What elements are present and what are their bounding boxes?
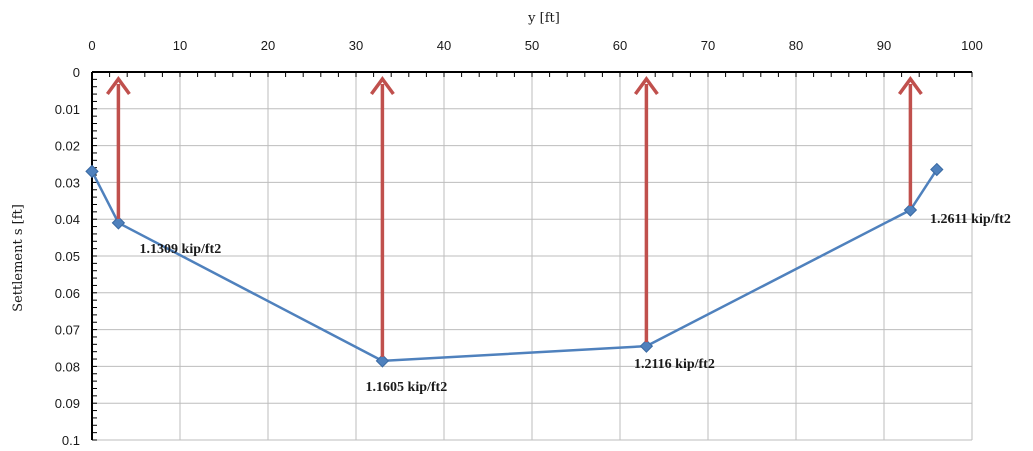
arrow-head xyxy=(105,76,131,96)
annotation-label: 1.2611 kip/ft2 xyxy=(930,212,1011,227)
annotation-label: 1.1605 kip/ft2 xyxy=(366,380,448,395)
y-tick-label: 0.08 xyxy=(55,359,80,374)
load-arrows xyxy=(105,76,923,357)
data-point-marker xyxy=(375,354,390,368)
x-axis-title: y [ft] xyxy=(527,11,560,26)
data-point-marker xyxy=(930,162,944,177)
x-tick-label: 50 xyxy=(525,38,539,53)
arrow-head xyxy=(369,76,395,96)
y-axis-title: Settlement s [ft] xyxy=(11,204,26,312)
data-point-marker xyxy=(639,339,654,353)
annotation-labels: 1.1309 kip/ft2 1.1605 kip/ft2 1.2116 kip/f… xyxy=(140,212,1011,395)
y-tick-label: 0.07 xyxy=(55,323,80,338)
y-tick-label: 0.09 xyxy=(55,396,80,411)
x-tick-label: 60 xyxy=(613,38,627,53)
x-tick-label: 20 xyxy=(261,38,275,53)
y-tick-label: 0.04 xyxy=(55,212,80,227)
x-tick-label: 80 xyxy=(789,38,803,53)
x-tick-labels: 0 10 20 30 40 50 60 70 80 90 100 xyxy=(88,38,982,53)
grid xyxy=(91,71,973,441)
x-tick-label: 10 xyxy=(173,38,187,53)
x-tick-label: 90 xyxy=(877,38,891,53)
x-tick-label: 30 xyxy=(349,38,363,53)
series-settlement xyxy=(85,162,944,368)
y-tick-label: 0 xyxy=(73,65,80,80)
arrow-head xyxy=(633,76,659,96)
data-point-marker xyxy=(85,164,99,179)
x-tick-label: 40 xyxy=(437,38,451,53)
y-tick-labels: 0 0.01 0.02 0.03 0.04 0.05 0.06 0.07 0.08 0.09 0.1 xyxy=(55,65,80,448)
arrow-head xyxy=(897,76,923,96)
annotation-label: 1.2116 kip/ft2 xyxy=(634,357,715,372)
y-tick-label: 0.05 xyxy=(55,249,80,264)
axes xyxy=(91,71,973,441)
x-tick-label: 0 xyxy=(88,38,95,53)
annotation-label: 1.1309 kip/ft2 xyxy=(140,242,222,257)
series-line xyxy=(90,168,938,363)
y-tick-label: 0.06 xyxy=(55,286,80,301)
y-tick-label: 0.03 xyxy=(55,175,80,190)
data-point-marker xyxy=(111,216,126,230)
data-point-marker xyxy=(903,203,918,217)
x-tick-label: 70 xyxy=(701,38,715,53)
y-tick-label: 0.01 xyxy=(55,102,80,117)
y-tick-label: 0.02 xyxy=(55,139,80,154)
y-tick-label: 0.1 xyxy=(62,433,80,448)
x-tick-label: 100 xyxy=(961,38,983,53)
